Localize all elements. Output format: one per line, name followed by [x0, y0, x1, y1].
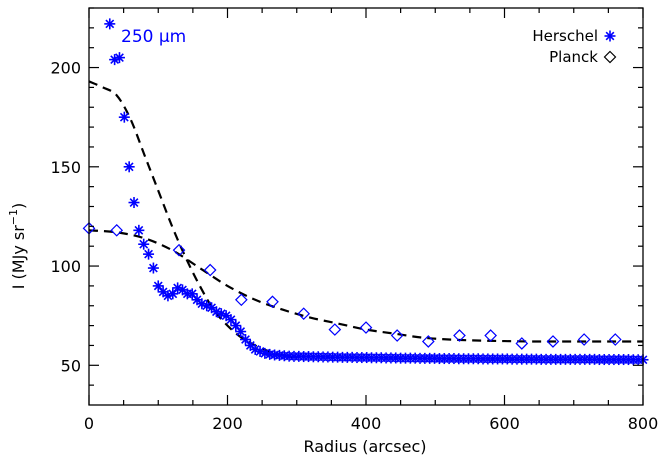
- herschel-point-stroke: [202, 301, 212, 311]
- planck-point: [484, 329, 497, 342]
- herschel-point-stroke: [260, 348, 270, 358]
- herschel-point-stroke: [115, 53, 124, 63]
- herschel-point: [143, 248, 155, 260]
- herschel-point-stroke: [173, 283, 183, 293]
- model-curve-2: [88, 229, 643, 343]
- herschel-point-stroke: [158, 287, 168, 297]
- herschel-point-stroke: [144, 249, 153, 259]
- y-tick-label: 50: [61, 356, 81, 375]
- wavelength-annotation: 250 μm: [121, 27, 186, 47]
- herschel-point-stroke: [124, 162, 134, 172]
- herschel-point-stroke: [105, 19, 115, 29]
- legend-marker-herschel: [604, 30, 616, 42]
- herschel-point: [133, 224, 145, 236]
- y-axis-label-main: I (MJy sr: [9, 225, 28, 289]
- planck-point: [359, 321, 373, 334]
- herschel-point-stroke: [255, 346, 265, 356]
- herschel-point: [128, 197, 140, 209]
- y-axis-label-close: ): [9, 203, 28, 209]
- herschel-point: [235, 326, 247, 338]
- herschel-point-stroke: [129, 198, 139, 207]
- planck-point: [577, 333, 591, 346]
- herschel-point-stroke: [212, 307, 221, 317]
- herschel-point-stroke: [207, 303, 216, 313]
- planck-point: [453, 329, 466, 342]
- plot-area: [82, 18, 649, 366]
- herschel-point-stroke: [221, 311, 231, 321]
- y-tick-label: 150: [50, 158, 81, 177]
- planck-point: [172, 243, 186, 257]
- x-tick-label: 200: [212, 414, 243, 433]
- planck-point: [203, 263, 217, 277]
- plot-frame: [88, 7, 644, 406]
- herschel-point-stroke: [134, 225, 144, 235]
- x-axis-label: Radius (arcsec): [303, 437, 426, 456]
- herschel-point-stroke: [187, 289, 197, 299]
- x-tick-label: 600: [489, 414, 520, 433]
- herschel-point-stroke: [197, 299, 207, 309]
- herschel-point-stroke: [241, 335, 250, 344]
- herschel-point: [123, 161, 135, 173]
- legend-marker-planck: [603, 50, 617, 64]
- planck-point: [266, 295, 279, 309]
- herschel-point-stroke: [226, 315, 236, 325]
- legend-marker-herschel-stroke: [605, 31, 615, 41]
- herschel-point: [113, 52, 125, 64]
- model-curve-1: [88, 80, 297, 359]
- herschel-point-stroke: [119, 112, 129, 122]
- x-tick-label: 400: [351, 414, 382, 433]
- herschel-point-stroke: [245, 341, 255, 350]
- legend: Herschel Planck: [532, 27, 617, 66]
- herschel-point-stroke: [250, 345, 260, 354]
- herschel-point-stroke: [236, 327, 246, 336]
- legend-markers: [603, 30, 617, 64]
- herschel-point: [147, 262, 159, 274]
- herschel-point: [104, 18, 116, 30]
- herschel-point-stroke: [153, 281, 163, 291]
- x-tick-label: 800: [628, 414, 659, 433]
- legend-label-herschel: Herschel: [532, 27, 598, 45]
- herschel-point-stroke: [231, 321, 241, 331]
- planck-point: [608, 333, 622, 346]
- herschel-point-stroke: [148, 263, 158, 273]
- herschel-point-stroke: [139, 239, 149, 249]
- planck-point: [421, 335, 435, 348]
- legend-label-planck: Planck: [549, 48, 598, 66]
- y-axis-label: I (MJy sr−1): [7, 203, 28, 290]
- herschel-point: [138, 238, 150, 250]
- herschel-point: [240, 333, 252, 345]
- axes: 0 200 400 600 800 50 100 150 200: [50, 7, 659, 433]
- planck-point: [390, 329, 404, 342]
- y-axis-label-exponent: −1: [7, 209, 20, 225]
- herschel-point-stroke: [192, 295, 202, 305]
- y-tick-label: 200: [50, 59, 81, 78]
- herschel-point: [118, 111, 130, 123]
- herschel-point: [167, 288, 179, 300]
- y-tick-label: 100: [50, 257, 81, 276]
- planck-point: [328, 323, 342, 336]
- x-tick-label: 0: [84, 414, 94, 433]
- planck-point: [110, 223, 124, 237]
- herschel-point-stroke: [216, 309, 226, 319]
- planck-point: [515, 337, 529, 350]
- planck-point: [235, 293, 248, 307]
- planck-point: [546, 335, 560, 348]
- planck-point: [297, 307, 311, 321]
- herschel-point-stroke: [178, 285, 187, 295]
